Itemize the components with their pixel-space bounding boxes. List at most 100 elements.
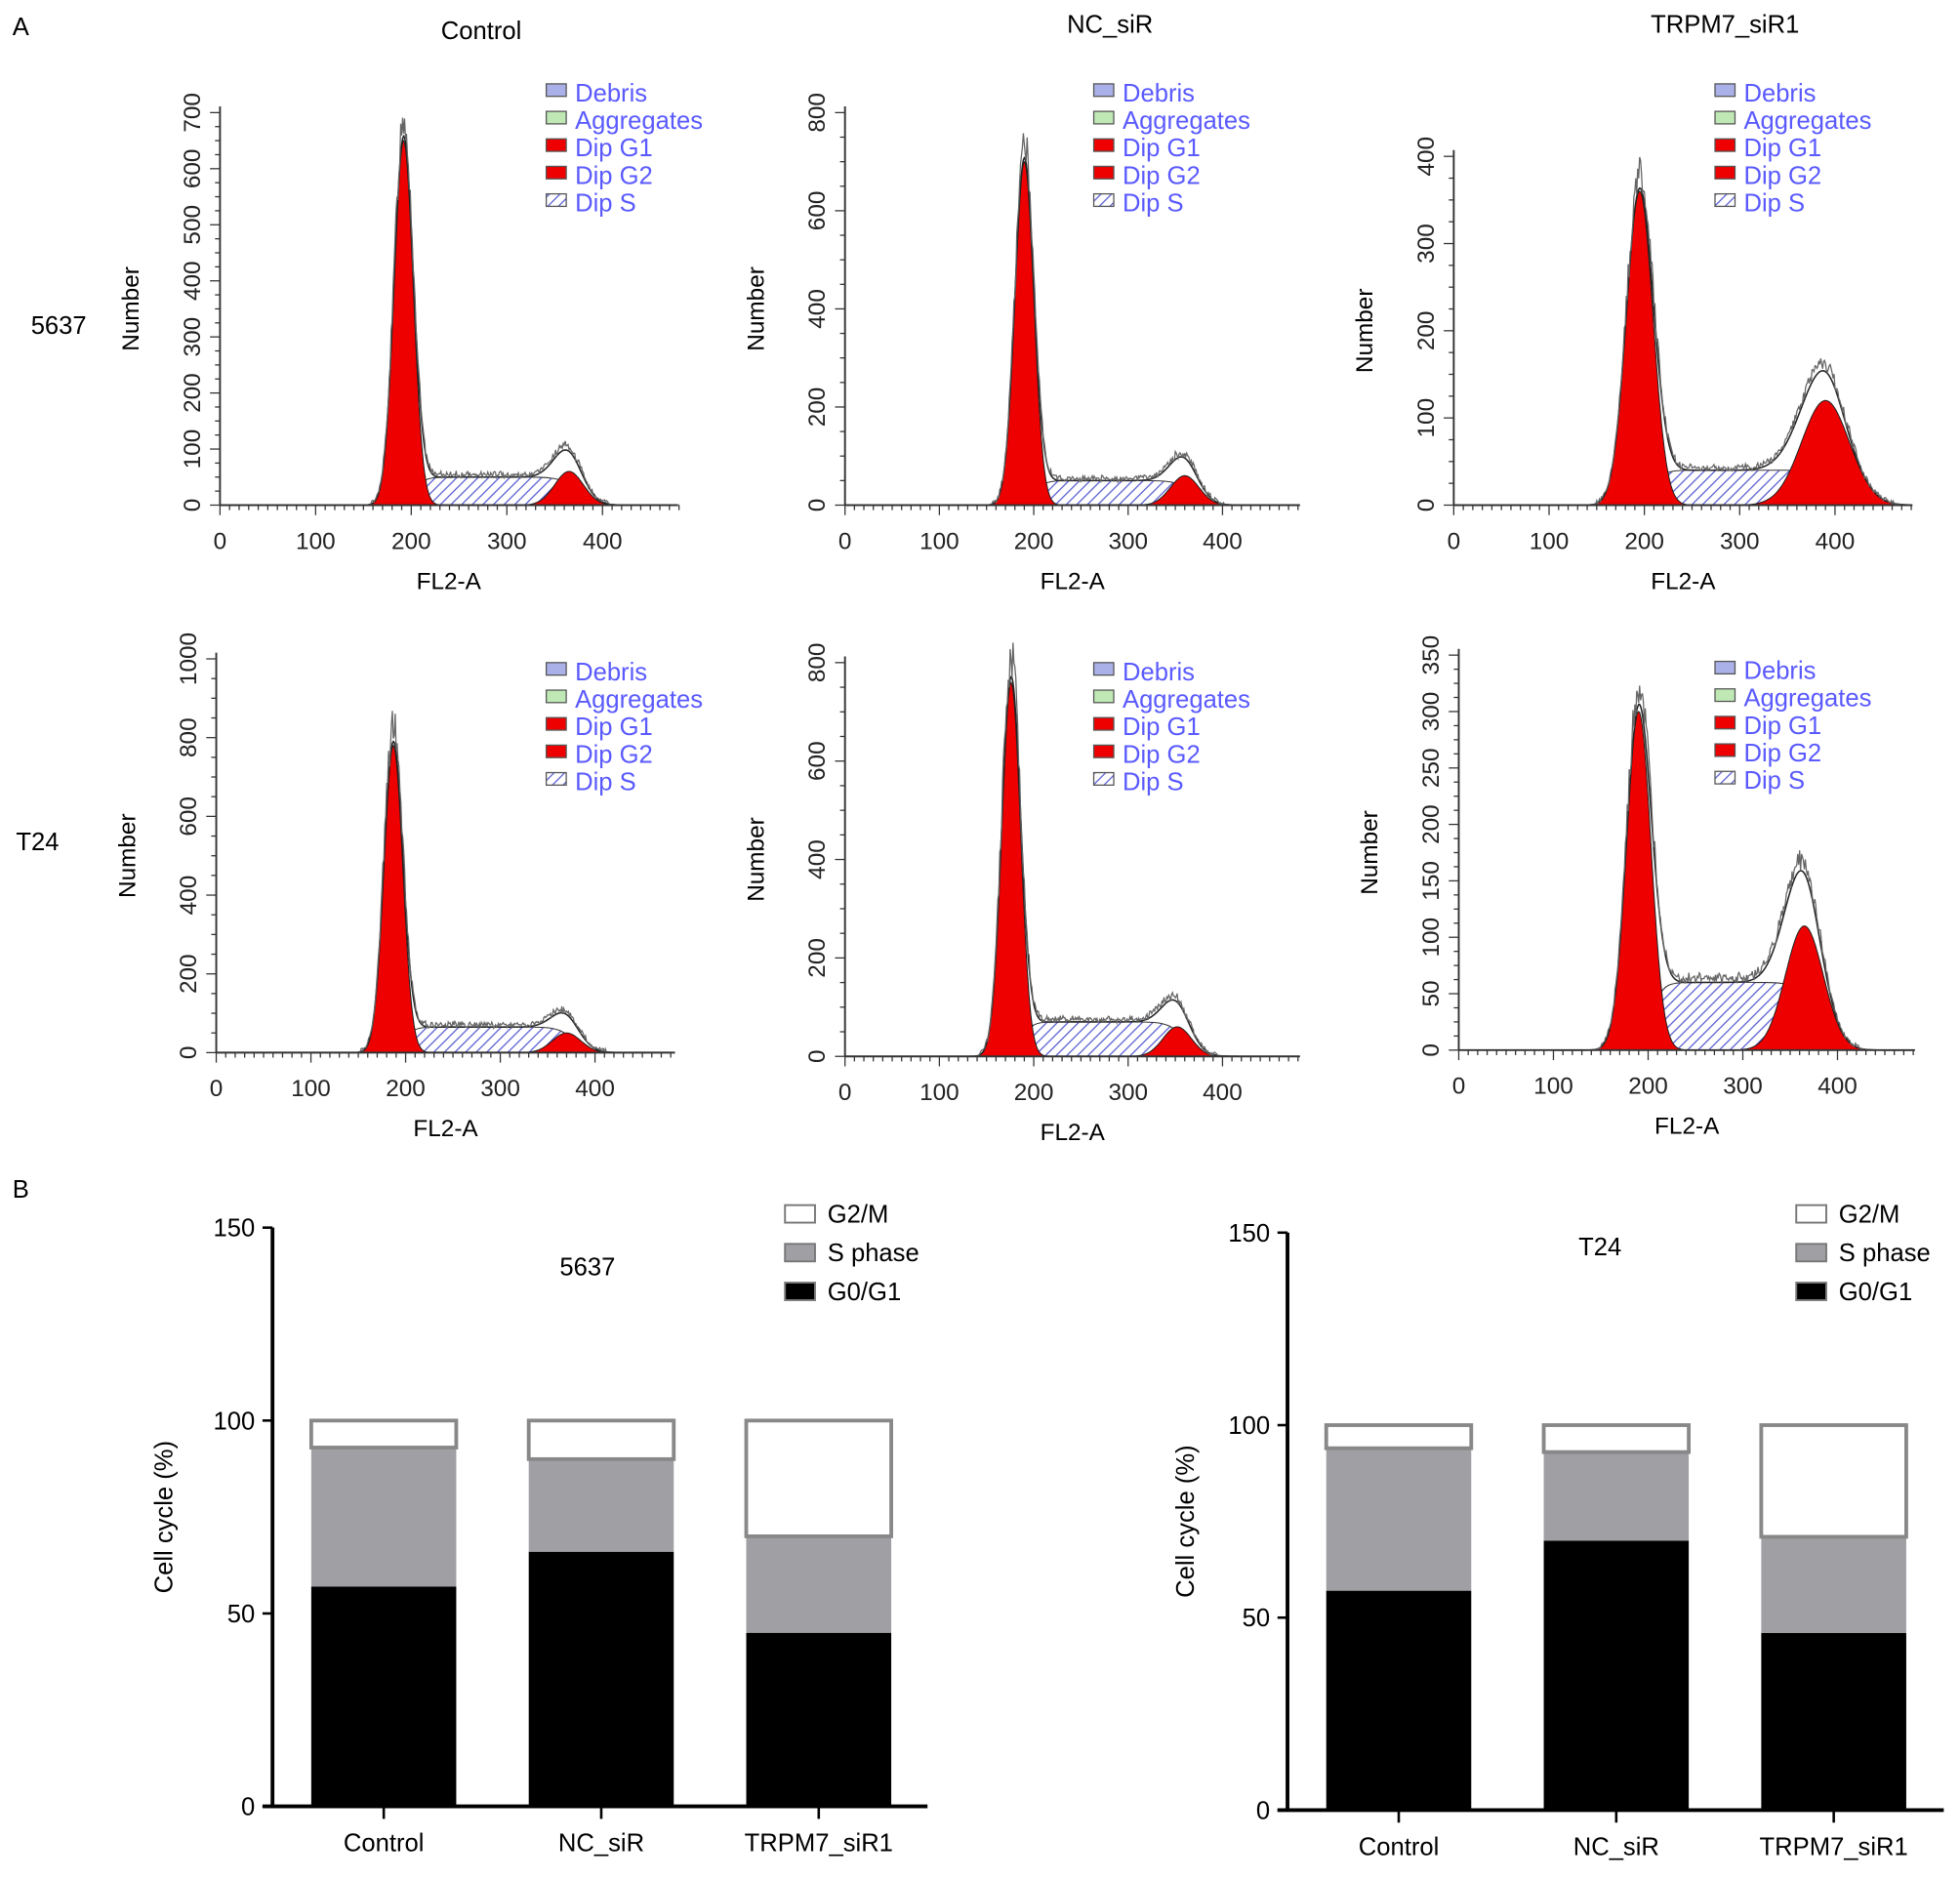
y-tick-label: 200 — [804, 388, 831, 428]
bar-s-phase — [528, 1458, 674, 1552]
x-tick-label: 0 — [838, 528, 852, 554]
bar-g0-g1 — [1761, 1633, 1906, 1811]
x-tick-label: 0 — [210, 1076, 224, 1102]
legend-swatch — [1092, 716, 1115, 731]
y-tick-label: 150 — [214, 1215, 256, 1243]
legend-label: Dip G1 — [1123, 135, 1201, 162]
legend-label: Debris — [575, 80, 647, 107]
legend-label: Aggregates — [1123, 107, 1250, 135]
x-tick-label: 100 — [919, 528, 960, 554]
legend-swatch — [1714, 688, 1736, 703]
bar-g2-m — [744, 1418, 893, 1538]
chart-title: T24 — [1578, 1234, 1621, 1261]
y-axis-label: Number — [743, 817, 769, 902]
legend-swatch — [545, 192, 567, 208]
x-tick-label: 100 — [919, 1080, 960, 1106]
legend-label: G2/M — [1839, 1202, 1900, 1229]
legend-swatch — [1795, 1204, 1827, 1224]
y-tick-label: 50 — [1243, 1605, 1271, 1632]
x-tick-label: 100 — [291, 1076, 331, 1102]
y-tick-label: 0 — [1413, 499, 1440, 512]
legend-swatch — [1092, 165, 1115, 180]
bar-g2-m — [526, 1418, 676, 1461]
legend-swatch — [1714, 660, 1736, 675]
legend-label: Dip G1 — [575, 714, 653, 741]
x-tick-label: NC_siR — [558, 1830, 644, 1858]
y-tick-label: 600 — [804, 191, 831, 231]
raw-data-line — [939, 133, 1298, 507]
legend-swatch — [545, 716, 567, 731]
histogram-panel: 0 100 200 300 400 0 100 200 300 400 FL2-A Number Deb… — [1352, 80, 1913, 594]
y-tick-label: 300 — [1418, 692, 1445, 732]
bar-g0-g1 — [1543, 1540, 1690, 1811]
g1-peak-area — [939, 160, 1298, 506]
legend-swatch — [784, 1204, 816, 1224]
y-axis-label: Cell cycle (%) — [1172, 1445, 1200, 1598]
y-tick-label: 700 — [180, 93, 206, 133]
y-axis-label: Number — [1352, 289, 1378, 374]
y-tick-label: 300 — [1413, 224, 1440, 264]
histogram-panel: 0 100 200 300 400 0 100 200 300 400 500 600 700 FL2-A… — [118, 80, 703, 594]
legend-swatch — [1714, 770, 1736, 785]
legend-label: Dip G1 — [575, 135, 653, 162]
legend-swatch — [1795, 1243, 1827, 1263]
legend-swatch — [1092, 192, 1115, 208]
legend-swatch — [1092, 689, 1115, 704]
y-tick-label: 0 — [1418, 1043, 1445, 1057]
legend-label: G0/G1 — [1839, 1279, 1912, 1306]
x-tick-label: NC_siR — [1573, 1834, 1659, 1861]
legend-label: Debris — [1743, 80, 1816, 107]
histogram-panel: 0 100 200 300 400 0 200 400 600 800 1000 FL2-A Numbe… — [114, 633, 703, 1142]
x-tick-label: 300 — [1720, 528, 1760, 554]
legend-swatch — [1714, 165, 1736, 180]
row-label-t24: T24 — [16, 829, 59, 856]
legend-swatch — [1714, 743, 1736, 757]
y-tick-label: 0 — [241, 1794, 255, 1821]
x-tick-label: 200 — [391, 528, 431, 554]
raw-data-line — [1553, 685, 1914, 1051]
x-tick-label: 300 — [480, 1076, 520, 1102]
y-axis-label: Number — [743, 266, 769, 351]
x-tick-label: 300 — [487, 528, 527, 554]
legend-label: Dip S — [575, 190, 636, 218]
histogram-panel: 0 100 200 300 400 0 200 400 600 800 FL2-A Number Deb… — [743, 642, 1300, 1146]
x-tick-label: 300 — [1108, 1080, 1148, 1106]
y-tick-label: 350 — [1418, 635, 1445, 675]
y-tick-label: 400 — [1413, 137, 1440, 177]
y-tick-label: 500 — [180, 205, 206, 245]
x-tick-label: 0 — [838, 1080, 852, 1106]
y-tick-label: 200 — [804, 938, 831, 978]
legend-label: Dip G1 — [1743, 135, 1821, 162]
bar-g0-g1 — [528, 1551, 674, 1807]
x-tick-label: 400 — [575, 1076, 615, 1102]
x-axis-label: FL2-A — [1651, 568, 1716, 594]
legend-label: S phase — [1839, 1240, 1931, 1267]
x-tick-label: Control — [1359, 1834, 1440, 1861]
y-tick-label: 0 — [804, 1049, 831, 1063]
legend-label: Dip S — [575, 768, 636, 796]
y-tick-label: 250 — [1418, 748, 1445, 788]
x-tick-label: 100 — [296, 528, 336, 554]
legend-swatch — [1714, 192, 1736, 208]
x-tick-label: 400 — [1203, 528, 1243, 554]
legend-label: Dip S — [1743, 190, 1805, 218]
x-tick-label: 400 — [1817, 1074, 1858, 1100]
legend-label: Dip S — [1123, 190, 1184, 218]
legend-swatch — [1714, 110, 1736, 125]
legend-label: Dip G2 — [575, 741, 653, 768]
y-tick-label: 300 — [180, 317, 206, 357]
legend-label: Aggregates — [1743, 107, 1871, 135]
y-tick-label: 0 — [176, 1046, 202, 1060]
x-tick-label: 400 — [1203, 1080, 1243, 1106]
legend-label: Dip G2 — [1743, 740, 1821, 767]
y-tick-label: 0 — [804, 499, 831, 512]
legend-swatch — [1092, 744, 1115, 758]
legend-label: Aggregates — [1123, 686, 1250, 714]
panel-label-a: A — [13, 14, 30, 41]
panel-label-b: B — [13, 1176, 29, 1204]
x-tick-label: 400 — [1816, 528, 1856, 554]
bar-g2-m — [1541, 1423, 1692, 1454]
y-tick-label: 600 — [176, 797, 202, 837]
bar-g2-m — [308, 1418, 459, 1450]
x-tick-label: 0 — [214, 528, 227, 554]
